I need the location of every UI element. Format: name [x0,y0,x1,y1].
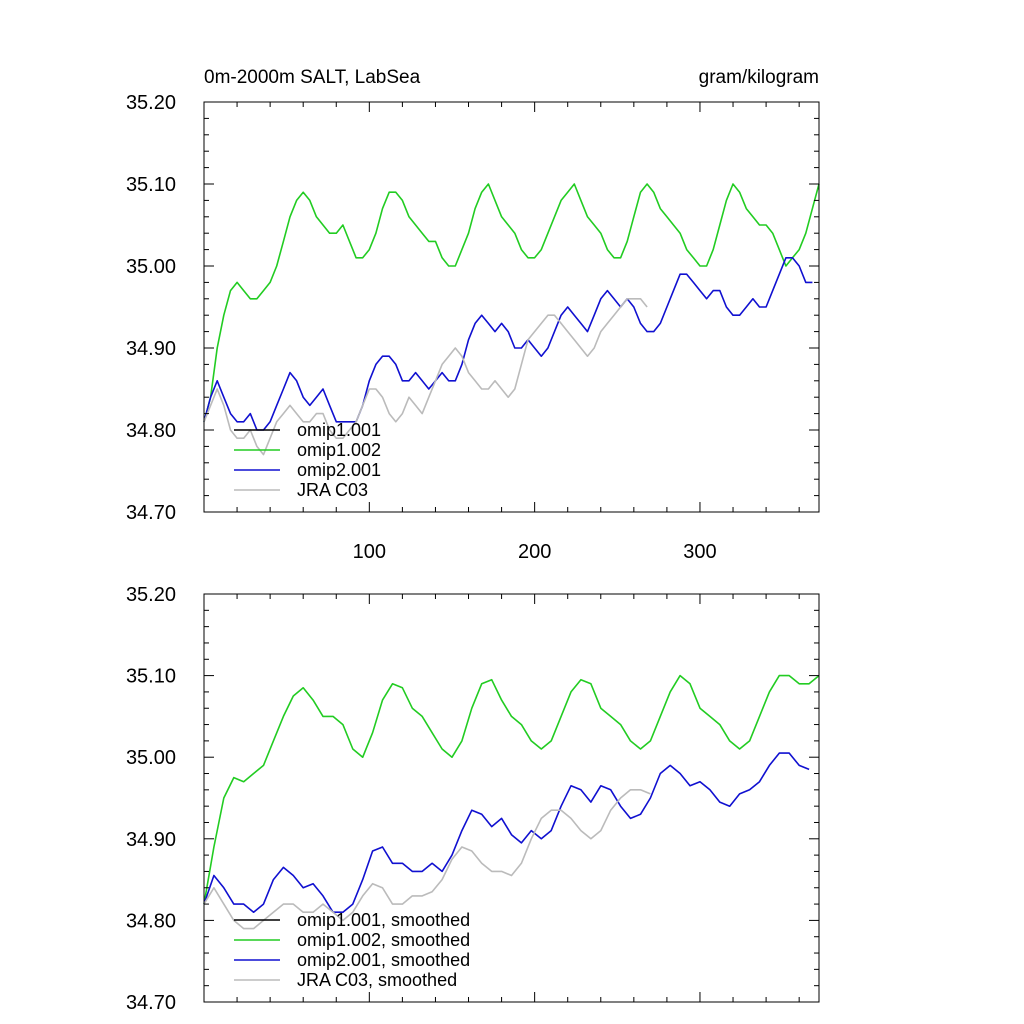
y-tick-label: 35.20 [126,584,176,606]
series-line-3 [203,752,810,913]
y-tick-label: 34.70 [126,502,176,524]
legend-label-1: omip1.001, smoothed [297,910,470,930]
legend-label-1: omip1.001 [297,420,381,440]
y-tick-label: 35.10 [126,174,176,196]
series-group [203,183,820,456]
series-line-3 [203,257,813,431]
y-tick-label: 35.10 [126,666,176,688]
y-tick-label: 35.00 [126,747,176,769]
y-tick-label: 35.00 [126,256,176,278]
plot-frame [203,593,820,1003]
legend-label-4: JRA C03 [297,480,368,500]
panel-title-right: gram/kilogram [699,67,819,88]
y-tick-label: 34.80 [126,910,176,932]
x-tick-label: 200 [518,541,551,563]
y-tick-label: 34.70 [126,992,176,1014]
series-line-4 [203,298,648,456]
legend-label-4: JRA C03, smoothed [297,970,457,990]
legend-label-2: omip1.002 [297,440,381,460]
axes: 34.70 34.80 34.90 35.00 35.10 35.20 [126,584,820,1014]
legend-label-3: omip2.001 [297,460,381,480]
panel-title-left: 0m-2000m SALT, LabSea [204,67,421,88]
x-tick-label: 300 [683,541,716,563]
x-tick-label: 100 [353,541,386,563]
legend-label-2: omip1.002, smoothed [297,930,470,950]
series-group [203,674,820,930]
series-line-4 [203,789,651,930]
legend-label-3: omip2.001, smoothed [297,950,470,970]
series-line-2 [203,674,820,905]
plot-frame [203,101,820,513]
axes: 34.70 34.80 34.90 35.00 35.10 35.20 100 200 300 [126,92,820,563]
y-tick-label: 35.20 [126,92,176,114]
series-line-2 [203,183,820,423]
y-tick-label: 34.80 [126,420,176,442]
y-tick-label: 34.90 [126,829,176,851]
y-tick-label: 34.90 [126,338,176,360]
chart-panel-bottom: 34.70 34.80 34.90 35.00 35.10 35.20 omip1.001… [126,584,820,1014]
